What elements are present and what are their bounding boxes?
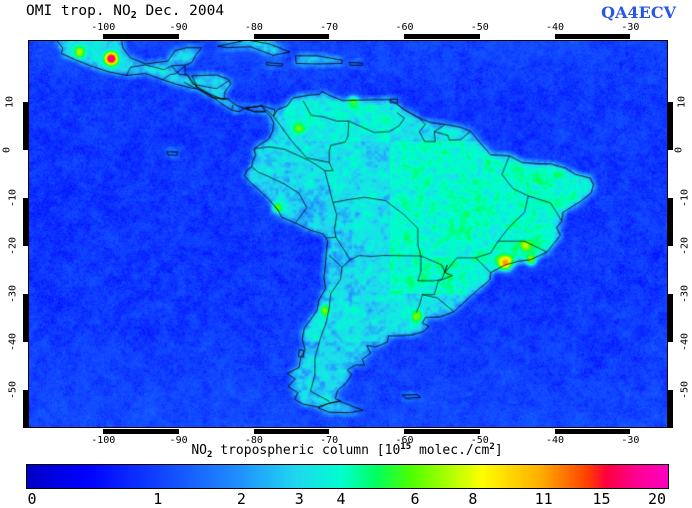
map-plot-area[interactable] xyxy=(28,40,668,428)
y-tick-left-2: -10 xyxy=(7,189,19,208)
cb-label-exp: 15 xyxy=(400,442,412,452)
cb-label-exp2: 2 xyxy=(489,442,495,452)
y-tick-right-6: -50 xyxy=(679,380,691,399)
x-tick-bottom-2: -80 xyxy=(244,435,263,446)
cb-label-sub: 2 xyxy=(207,450,213,460)
x-tick-bottom-6: -40 xyxy=(546,435,565,446)
cb-label-no: NO xyxy=(191,443,208,458)
y-tick-left-6: -50 xyxy=(7,380,19,399)
colorbar-tick-4: 4 xyxy=(336,490,346,508)
y-tick-right-1: 0 xyxy=(673,147,685,154)
title-text: OMI trop. NO xyxy=(26,3,131,19)
axis-tick-segment xyxy=(479,34,556,39)
x-tick-top-3: -70 xyxy=(320,22,339,33)
colorbar-tick-2: 2 xyxy=(236,490,246,508)
axis-tick-segment xyxy=(329,34,405,39)
x-tick-top-0: -100 xyxy=(91,22,116,33)
x-tick-bottom-3: -70 xyxy=(320,435,339,446)
y-tick-right-3: -20 xyxy=(679,236,691,255)
x-tick-top-1: -90 xyxy=(169,22,188,33)
title-date: Dec. 2004 xyxy=(136,3,225,19)
no2-heatmap-canvas xyxy=(29,41,667,427)
axis-tick-segment xyxy=(28,34,104,39)
y-tick-left-0: 10 xyxy=(4,96,16,109)
y-tick-left-1: 0 xyxy=(1,147,13,154)
axis-frame-bottom xyxy=(28,429,668,434)
axis-tick-segment xyxy=(329,429,405,434)
axis-tick-segment xyxy=(23,245,28,294)
axis-tick-segment xyxy=(479,429,556,434)
axis-tick-segment xyxy=(668,245,673,294)
colorbar-tick-11: 11 xyxy=(534,490,553,508)
axis-tick-segment xyxy=(668,150,673,199)
x-tick-bottom-4: -60 xyxy=(395,435,414,446)
x-tick-top-4: -60 xyxy=(395,22,414,33)
y-tick-right-0: 10 xyxy=(676,96,688,109)
axis-frame-left xyxy=(23,40,28,428)
axis-frame-top xyxy=(28,34,668,39)
qa4ecv-logo: QA4ECV xyxy=(601,3,676,22)
axis-tick-segment xyxy=(630,429,668,434)
colorbar-gradient xyxy=(27,465,668,488)
colorbar-axis-label: NO2 tropospheric column [1015 molec./cm2… xyxy=(191,442,503,460)
colorbar-tick-6: 6 xyxy=(410,490,420,508)
axis-tick-segment xyxy=(23,341,28,390)
colorbar-tick-15: 15 xyxy=(592,490,611,508)
y-tick-left-3: -20 xyxy=(7,236,19,255)
y-tick-right-2: -10 xyxy=(679,189,691,208)
x-tick-top-2: -80 xyxy=(244,22,263,33)
y-tick-right-5: -40 xyxy=(679,332,691,351)
x-tick-top-5: -50 xyxy=(470,22,489,33)
x-tick-bottom-7: -30 xyxy=(621,435,640,446)
page-title: OMI trop. NO2 Dec. 2004 xyxy=(26,3,225,21)
colorbar-tick-8: 8 xyxy=(468,490,478,508)
colorbar-tick-20: 20 xyxy=(647,490,667,508)
axis-tick-segment xyxy=(178,429,254,434)
x-tick-bottom-1: -90 xyxy=(169,435,188,446)
axis-tick-segment xyxy=(178,34,254,39)
axis-tick-segment xyxy=(630,34,668,39)
axis-tick-segment xyxy=(28,429,104,434)
x-tick-top-7: -30 xyxy=(621,22,640,33)
y-tick-left-5: -40 xyxy=(7,332,19,351)
cb-label-mid: tropospheric column [10 xyxy=(212,443,401,458)
x-tick-bottom-5: -50 xyxy=(470,435,489,446)
y-tick-right-4: -30 xyxy=(679,284,691,303)
axis-tick-segment xyxy=(668,40,673,103)
axis-tick-segment xyxy=(23,150,28,199)
cb-label-mid2: molec./cm xyxy=(411,443,490,458)
cb-label-end: ] xyxy=(494,443,503,458)
axis-tick-segment xyxy=(668,341,673,390)
colorbar-tick-1: 1 xyxy=(153,490,163,508)
title-subscript: 2 xyxy=(130,10,137,21)
x-tick-bottom-0: -100 xyxy=(91,435,116,446)
y-tick-left-4: -30 xyxy=(7,284,19,303)
colorbar-tick-3: 3 xyxy=(294,490,304,508)
x-tick-top-6: -40 xyxy=(546,22,565,33)
axis-frame-right xyxy=(668,40,673,428)
axis-tick-segment xyxy=(23,40,28,103)
colorbar-tick-0: 0 xyxy=(27,490,37,508)
colorbar[interactable] xyxy=(26,464,669,489)
